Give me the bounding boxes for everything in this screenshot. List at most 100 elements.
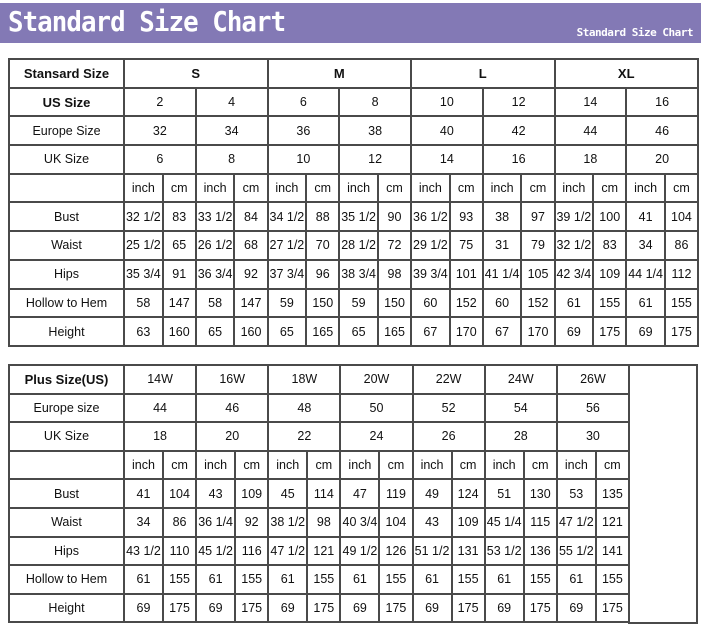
uk-size-cell: 6 bbox=[123, 144, 197, 175]
inch-value: 58 bbox=[194, 287, 236, 319]
inch-value: 61 bbox=[555, 564, 597, 595]
unit-cm: cm bbox=[233, 172, 269, 204]
cm-value: 114 bbox=[306, 478, 342, 509]
inch-value: 63 bbox=[123, 316, 164, 347]
row-header: Height bbox=[8, 592, 125, 624]
row-header: Europe Size bbox=[8, 115, 125, 147]
inch-value: 28 1/2 bbox=[338, 230, 379, 261]
inch-value: 65 bbox=[194, 316, 236, 347]
uk-size-row: UK Size 6 8 10 12 14 16 18 20 bbox=[8, 144, 699, 175]
europe-size-cell: 38 bbox=[338, 115, 413, 147]
europe-size-cell: 44 bbox=[553, 115, 628, 147]
inch-value: 61 bbox=[123, 564, 164, 595]
cm-value: 124 bbox=[450, 478, 486, 509]
row-header: Hips bbox=[8, 258, 125, 290]
unit-inch: inch bbox=[483, 449, 525, 481]
cm-value: 175 bbox=[592, 316, 628, 347]
measurement-row-hollow-to-hem: Hollow to Hem 61 155 61 155 61 155 61 155 61 155 61… bbox=[8, 564, 630, 595]
cm-value: 98 bbox=[376, 258, 413, 290]
europe-size-cell: 36 bbox=[266, 115, 341, 147]
cm-value: 92 bbox=[234, 506, 270, 538]
inch-value: 32 1/2 bbox=[553, 230, 595, 261]
cm-value: 86 bbox=[663, 230, 699, 261]
measurement-row-hips: Hips 35 3/4 91 36 3/4 92 37 3/4 96 38 3/4 98 39 3… bbox=[8, 258, 699, 290]
empty-cell bbox=[8, 449, 125, 481]
us-size-row: Plus Size(US) 14W 16W 18W 20W 22W 24W 26W bbox=[8, 364, 630, 395]
unit-cm: cm bbox=[663, 172, 699, 204]
inch-value: 69 bbox=[123, 592, 164, 624]
measurement-row-waist: Waist 34 86 36 1/4 92 38 1/2 98 40 3/4 104 43 109 4… bbox=[8, 506, 630, 538]
cm-value: 90 bbox=[376, 201, 413, 233]
europe-size-cell: 52 bbox=[411, 392, 486, 424]
inch-value: 41 bbox=[625, 201, 666, 233]
us-size-cell: 20W bbox=[339, 364, 414, 395]
europe-size-cell: 32 bbox=[123, 115, 197, 147]
standard-size-table: Stansard Size S M L XL US Size 2 4 6 8 10 12 14 16 Eur… bbox=[8, 58, 699, 347]
unit-inch: inch bbox=[555, 449, 597, 481]
cm-value: 109 bbox=[234, 478, 270, 509]
inch-value: 41 bbox=[123, 478, 164, 509]
cm-value: 155 bbox=[450, 564, 486, 595]
cm-value: 93 bbox=[448, 201, 484, 233]
inch-value: 51 bbox=[483, 478, 525, 509]
inch-value: 43 bbox=[195, 478, 237, 509]
inch-value: 35 3/4 bbox=[123, 258, 164, 290]
us-size-cell: 26W bbox=[555, 364, 630, 395]
cm-value: 104 bbox=[378, 506, 414, 538]
row-header: Hollow to Hem bbox=[8, 564, 125, 595]
inch-value: 39 3/4 bbox=[410, 258, 451, 290]
cm-value: 72 bbox=[376, 230, 413, 261]
inch-value: 40 3/4 bbox=[339, 506, 381, 538]
plus-size-table: Plus Size(US) 14W 16W 18W 20W 22W 24W 26W Europe… bbox=[8, 364, 630, 624]
inch-value: 33 1/2 bbox=[194, 201, 236, 233]
cm-value: 170 bbox=[448, 316, 484, 347]
cm-value: 112 bbox=[663, 258, 699, 290]
inch-value: 53 bbox=[555, 478, 597, 509]
cm-value: 110 bbox=[161, 535, 198, 567]
inch-value: 69 bbox=[411, 592, 453, 624]
uk-size-cell: 30 bbox=[555, 421, 630, 452]
cm-value: 97 bbox=[520, 201, 556, 233]
inch-value: 45 bbox=[267, 478, 309, 509]
cm-value: 104 bbox=[161, 478, 198, 509]
cm-value: 155 bbox=[592, 287, 628, 319]
inch-value: 34 bbox=[123, 506, 164, 538]
uk-size-cell: 18 bbox=[553, 144, 628, 175]
inch-value: 39 1/2 bbox=[553, 201, 595, 233]
europe-size-cell: 42 bbox=[481, 115, 556, 147]
inch-value: 61 bbox=[553, 287, 595, 319]
inch-value: 59 bbox=[338, 287, 379, 319]
inch-value: 67 bbox=[410, 316, 451, 347]
cm-value: 131 bbox=[450, 535, 486, 567]
page-subtitle: Standard Size Chart bbox=[576, 26, 694, 39]
inch-value: 60 bbox=[410, 287, 451, 319]
unit-cm: cm bbox=[234, 449, 270, 481]
inch-value: 47 1/2 bbox=[555, 506, 597, 538]
inch-value: 45 1/2 bbox=[195, 535, 237, 567]
row-header: UK Size bbox=[8, 144, 125, 175]
cm-value: 84 bbox=[233, 201, 269, 233]
inch-value: 43 1/2 bbox=[123, 535, 164, 567]
inch-value: 69 bbox=[625, 316, 666, 347]
inch-value: 69 bbox=[553, 316, 595, 347]
row-header: Plus Size(US) bbox=[8, 364, 125, 395]
inch-value: 44 1/4 bbox=[625, 258, 666, 290]
us-size-cell: 16W bbox=[195, 364, 270, 395]
row-header: Stansard Size bbox=[8, 58, 125, 89]
page-title: Standard Size Chart bbox=[8, 5, 286, 38]
inch-value: 67 bbox=[481, 316, 523, 347]
cm-value: 70 bbox=[305, 230, 341, 261]
measurement-row-hips: Hips 43 1/2 110 45 1/2 116 47 1/2 121 49 1/2 126… bbox=[8, 535, 630, 567]
inch-value: 36 1/2 bbox=[410, 201, 451, 233]
inch-value: 49 1/2 bbox=[339, 535, 381, 567]
cm-value: 130 bbox=[522, 478, 558, 509]
cm-value: 126 bbox=[378, 535, 414, 567]
uk-size-cell: 20 bbox=[625, 144, 699, 175]
inch-value: 25 1/2 bbox=[123, 230, 164, 261]
uk-size-cell: 20 bbox=[195, 421, 270, 452]
us-size-cell: 10 bbox=[410, 86, 484, 118]
size-group-l: L bbox=[410, 58, 556, 89]
cm-value: 155 bbox=[663, 287, 699, 319]
size-group-m: M bbox=[266, 58, 413, 89]
inch-value: 51 1/2 bbox=[411, 535, 453, 567]
